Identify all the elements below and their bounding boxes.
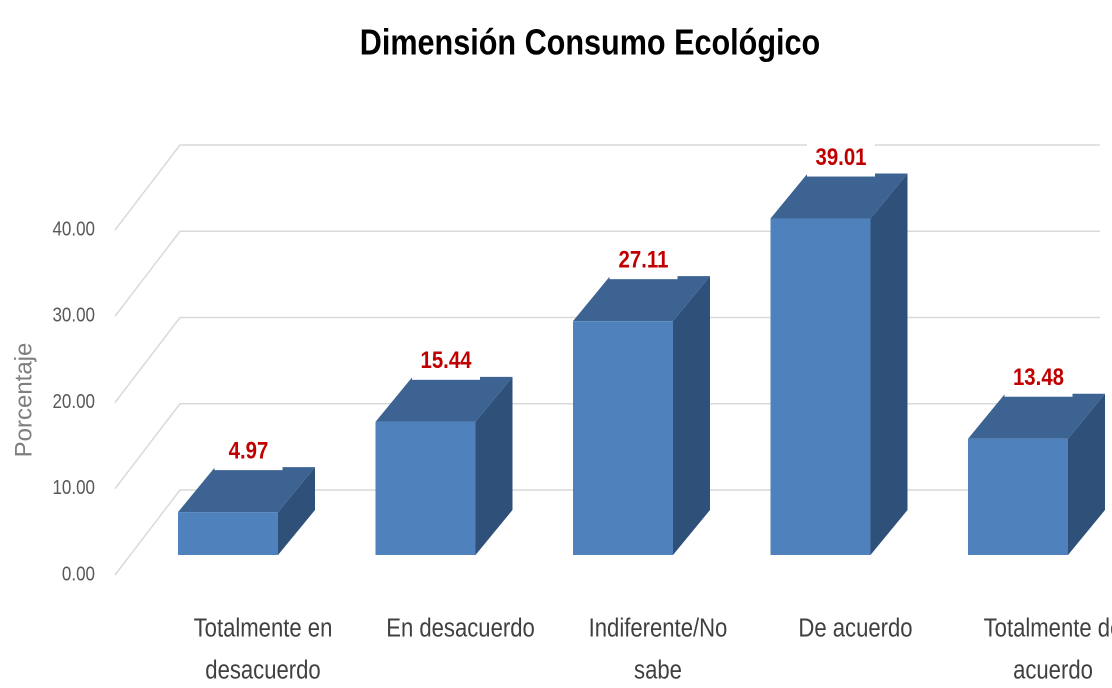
bar-side bbox=[870, 173, 908, 555]
bar-side bbox=[475, 376, 513, 555]
y-axis-label: Porcentaje bbox=[10, 343, 37, 458]
bar-side bbox=[1068, 393, 1105, 555]
chart-title: Dimensión Consumo Ecológico bbox=[360, 23, 820, 63]
y-tick-label: 10.00 bbox=[52, 476, 95, 499]
value-label: 39.01 bbox=[815, 143, 866, 170]
y-tick-label: 40.00 bbox=[52, 217, 95, 240]
bar-top bbox=[968, 393, 1105, 439]
value-label: 13.48 bbox=[1013, 364, 1064, 391]
x-tick-label: Indiferente/No sabe bbox=[589, 614, 728, 685]
value-label-bg bbox=[807, 140, 875, 177]
value-label: 27.11 bbox=[619, 246, 669, 273]
grid-line bbox=[114, 144, 1100, 231]
bar bbox=[178, 512, 278, 555]
bar-side bbox=[673, 276, 710, 555]
x-tick-label: De acuerdo bbox=[798, 614, 912, 643]
value-label-bg bbox=[1004, 360, 1073, 397]
bar-top bbox=[375, 376, 513, 422]
y-tick-label: 0.00 bbox=[62, 562, 95, 585]
bar-top bbox=[770, 173, 908, 219]
bar bbox=[573, 321, 673, 555]
value-label-bg bbox=[214, 434, 283, 471]
value-label: 15.44 bbox=[420, 347, 472, 374]
bar-top bbox=[178, 467, 315, 513]
x-tick-label: Totalmente de acuerdo bbox=[984, 614, 1112, 685]
value-label-bg bbox=[412, 343, 480, 380]
bar bbox=[968, 438, 1068, 555]
bar bbox=[375, 421, 476, 555]
y-tick-label: 20.00 bbox=[52, 389, 95, 412]
x-tick-label: En desacuerdo bbox=[386, 614, 535, 643]
y-tick-label: 30.00 bbox=[52, 303, 95, 326]
x-tick-label: Totalmente en desacuerdo bbox=[194, 614, 333, 685]
bar bbox=[770, 218, 871, 555]
value-label-bg bbox=[609, 243, 678, 280]
value-label: 4.97 bbox=[229, 437, 269, 464]
bar-top bbox=[573, 276, 710, 322]
bar-side bbox=[278, 467, 315, 555]
